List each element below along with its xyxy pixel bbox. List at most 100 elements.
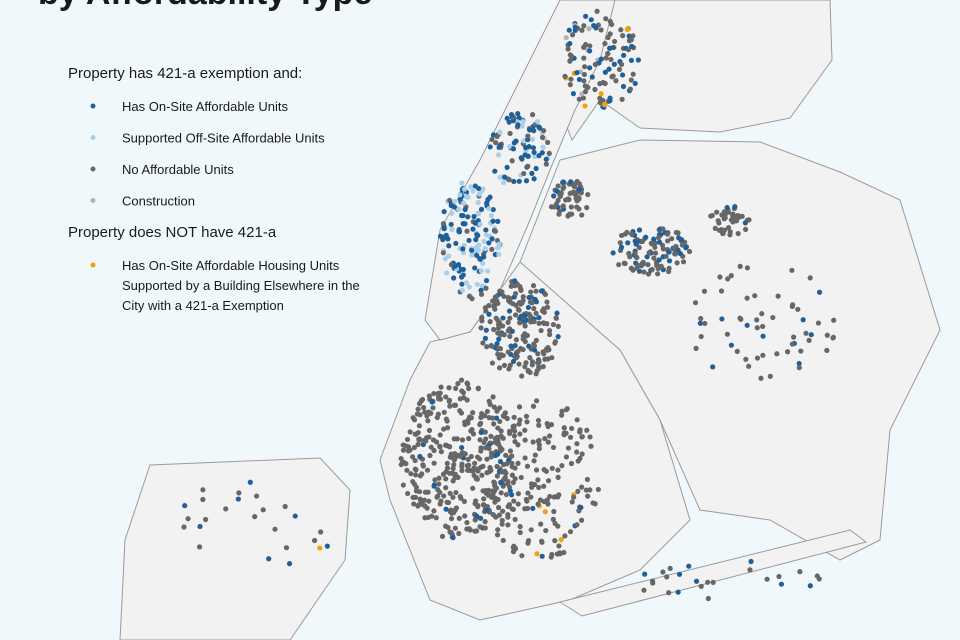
property-dot [665, 238, 671, 244]
property-dot [457, 192, 463, 198]
property-dot [478, 268, 484, 274]
property-dot [511, 178, 517, 185]
property-dot [620, 83, 627, 90]
property-dot [448, 221, 454, 228]
property-dot [495, 527, 501, 533]
rockaway [558, 529, 868, 617]
property-dot [554, 310, 560, 316]
property-dot [568, 204, 574, 210]
property-dot [627, 254, 633, 260]
property-dot [487, 319, 493, 325]
property-dot [517, 417, 523, 423]
property-dot [650, 580, 656, 586]
property-dot [651, 236, 657, 242]
property-dot [808, 332, 814, 338]
property-dot [543, 156, 549, 162]
property-dot [420, 462, 426, 468]
property-dot [505, 503, 511, 510]
property-dot [435, 390, 442, 396]
property-dot [534, 551, 540, 557]
property-dot [555, 467, 561, 473]
property-dot [572, 192, 579, 198]
property-dot [512, 476, 518, 482]
property-dot [475, 210, 482, 217]
property-dot [486, 240, 492, 246]
property-dot [666, 249, 672, 255]
property-dot [456, 228, 462, 234]
property-dot [675, 230, 681, 236]
property-dot [400, 482, 406, 488]
property-dot [499, 521, 505, 527]
property-dot [507, 130, 513, 137]
property-dot [425, 489, 431, 495]
property-dot [542, 356, 548, 362]
property-dot [658, 263, 664, 269]
property-dot [459, 180, 465, 186]
property-dot [776, 573, 782, 580]
property-dot [516, 300, 522, 306]
property-dot [636, 227, 643, 233]
property-dot [544, 304, 551, 310]
property-dot [464, 381, 471, 387]
property-dot [203, 516, 209, 523]
property-dot [464, 519, 470, 526]
property-dot [717, 274, 723, 280]
property-dot [486, 445, 492, 452]
property-dot [500, 315, 506, 321]
property-dot [574, 70, 580, 76]
property-dot [679, 242, 685, 248]
legend-label: Supported Off-Site Affordable Units [122, 131, 325, 146]
property-dot [286, 561, 293, 567]
property-dot [464, 228, 470, 234]
property-dot [526, 294, 532, 301]
property-dot [494, 463, 500, 470]
property-dot [581, 78, 587, 84]
property-dot [616, 262, 622, 268]
property-dot [436, 481, 442, 487]
property-dot [491, 480, 498, 486]
property-dot [676, 571, 683, 577]
property-dot [803, 330, 809, 336]
property-dot [559, 412, 565, 418]
property-dot [413, 484, 419, 490]
property-dot [426, 393, 432, 399]
property-dot [534, 119, 541, 125]
property-dot [588, 17, 594, 23]
property-dot [593, 25, 599, 31]
property-dot [609, 21, 615, 28]
property-dot [491, 326, 497, 333]
property-dot [443, 232, 449, 238]
property-dot [443, 442, 449, 448]
property-dot [509, 472, 515, 478]
property-dot [506, 119, 512, 125]
property-dot [567, 529, 574, 535]
property-dot [486, 311, 492, 317]
property-dot [807, 583, 813, 589]
property-dot [475, 385, 481, 391]
property-dot [502, 474, 508, 481]
property-dot [464, 463, 471, 469]
property-dot [435, 493, 441, 499]
property-dot [698, 583, 704, 589]
property-dot [477, 421, 483, 428]
property-dot [478, 429, 484, 435]
property-dot [651, 255, 657, 261]
property-dot [456, 515, 462, 522]
property-dot [518, 287, 524, 293]
property-dot [439, 533, 446, 539]
property-dot [460, 272, 466, 278]
property-dot [747, 567, 753, 573]
property-dot [645, 271, 652, 277]
property-dot [482, 305, 488, 311]
property-dot [457, 493, 463, 500]
property-dot [520, 336, 526, 342]
property-dot [533, 467, 540, 473]
property-dot [625, 47, 632, 53]
property-dot [437, 396, 444, 402]
property-dot [450, 478, 456, 484]
property-dot [617, 240, 623, 246]
property-dot [484, 408, 490, 415]
property-dot [527, 127, 533, 133]
property-dot [461, 498, 467, 505]
property-dot [551, 494, 557, 500]
